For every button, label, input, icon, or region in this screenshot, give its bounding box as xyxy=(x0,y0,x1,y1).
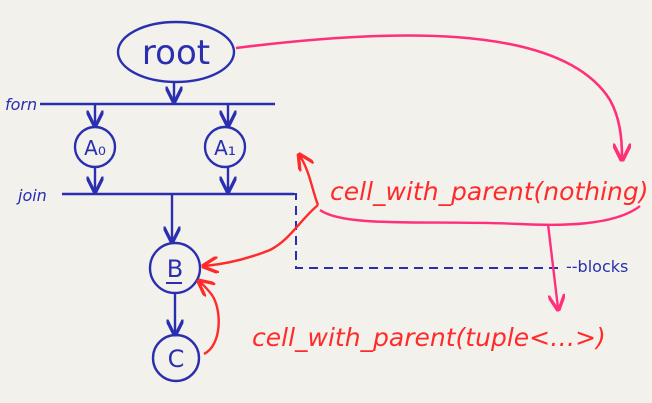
a0-label: A₀ xyxy=(84,136,106,160)
c-label: C xyxy=(168,345,185,373)
a1-label: A₁ xyxy=(214,136,236,160)
brace-to-bottom-pink-arrow xyxy=(546,223,558,308)
blocks-dashed-bracket xyxy=(278,193,560,269)
c-to-b-red-arrow xyxy=(200,282,220,356)
c-node xyxy=(151,333,201,383)
root-label: root xyxy=(142,33,210,73)
b-label: B xyxy=(167,255,183,283)
annotation-bottom: cell_with_parent(tuple<…>) xyxy=(252,323,606,352)
root-node xyxy=(116,20,236,84)
root-to-annotation-pink-arrow xyxy=(235,34,622,158)
a1-node xyxy=(203,125,247,169)
annotation-up-red-arrow xyxy=(300,156,320,206)
fork-label: forn xyxy=(5,95,37,114)
annotation-to-b-red-arrow xyxy=(205,204,319,266)
blocks-label: --blocks xyxy=(566,257,628,276)
join-label: join xyxy=(16,186,47,205)
annotation-pink-brace xyxy=(319,205,641,227)
annotation-top: cell_with_parent(nothing) xyxy=(330,177,649,206)
